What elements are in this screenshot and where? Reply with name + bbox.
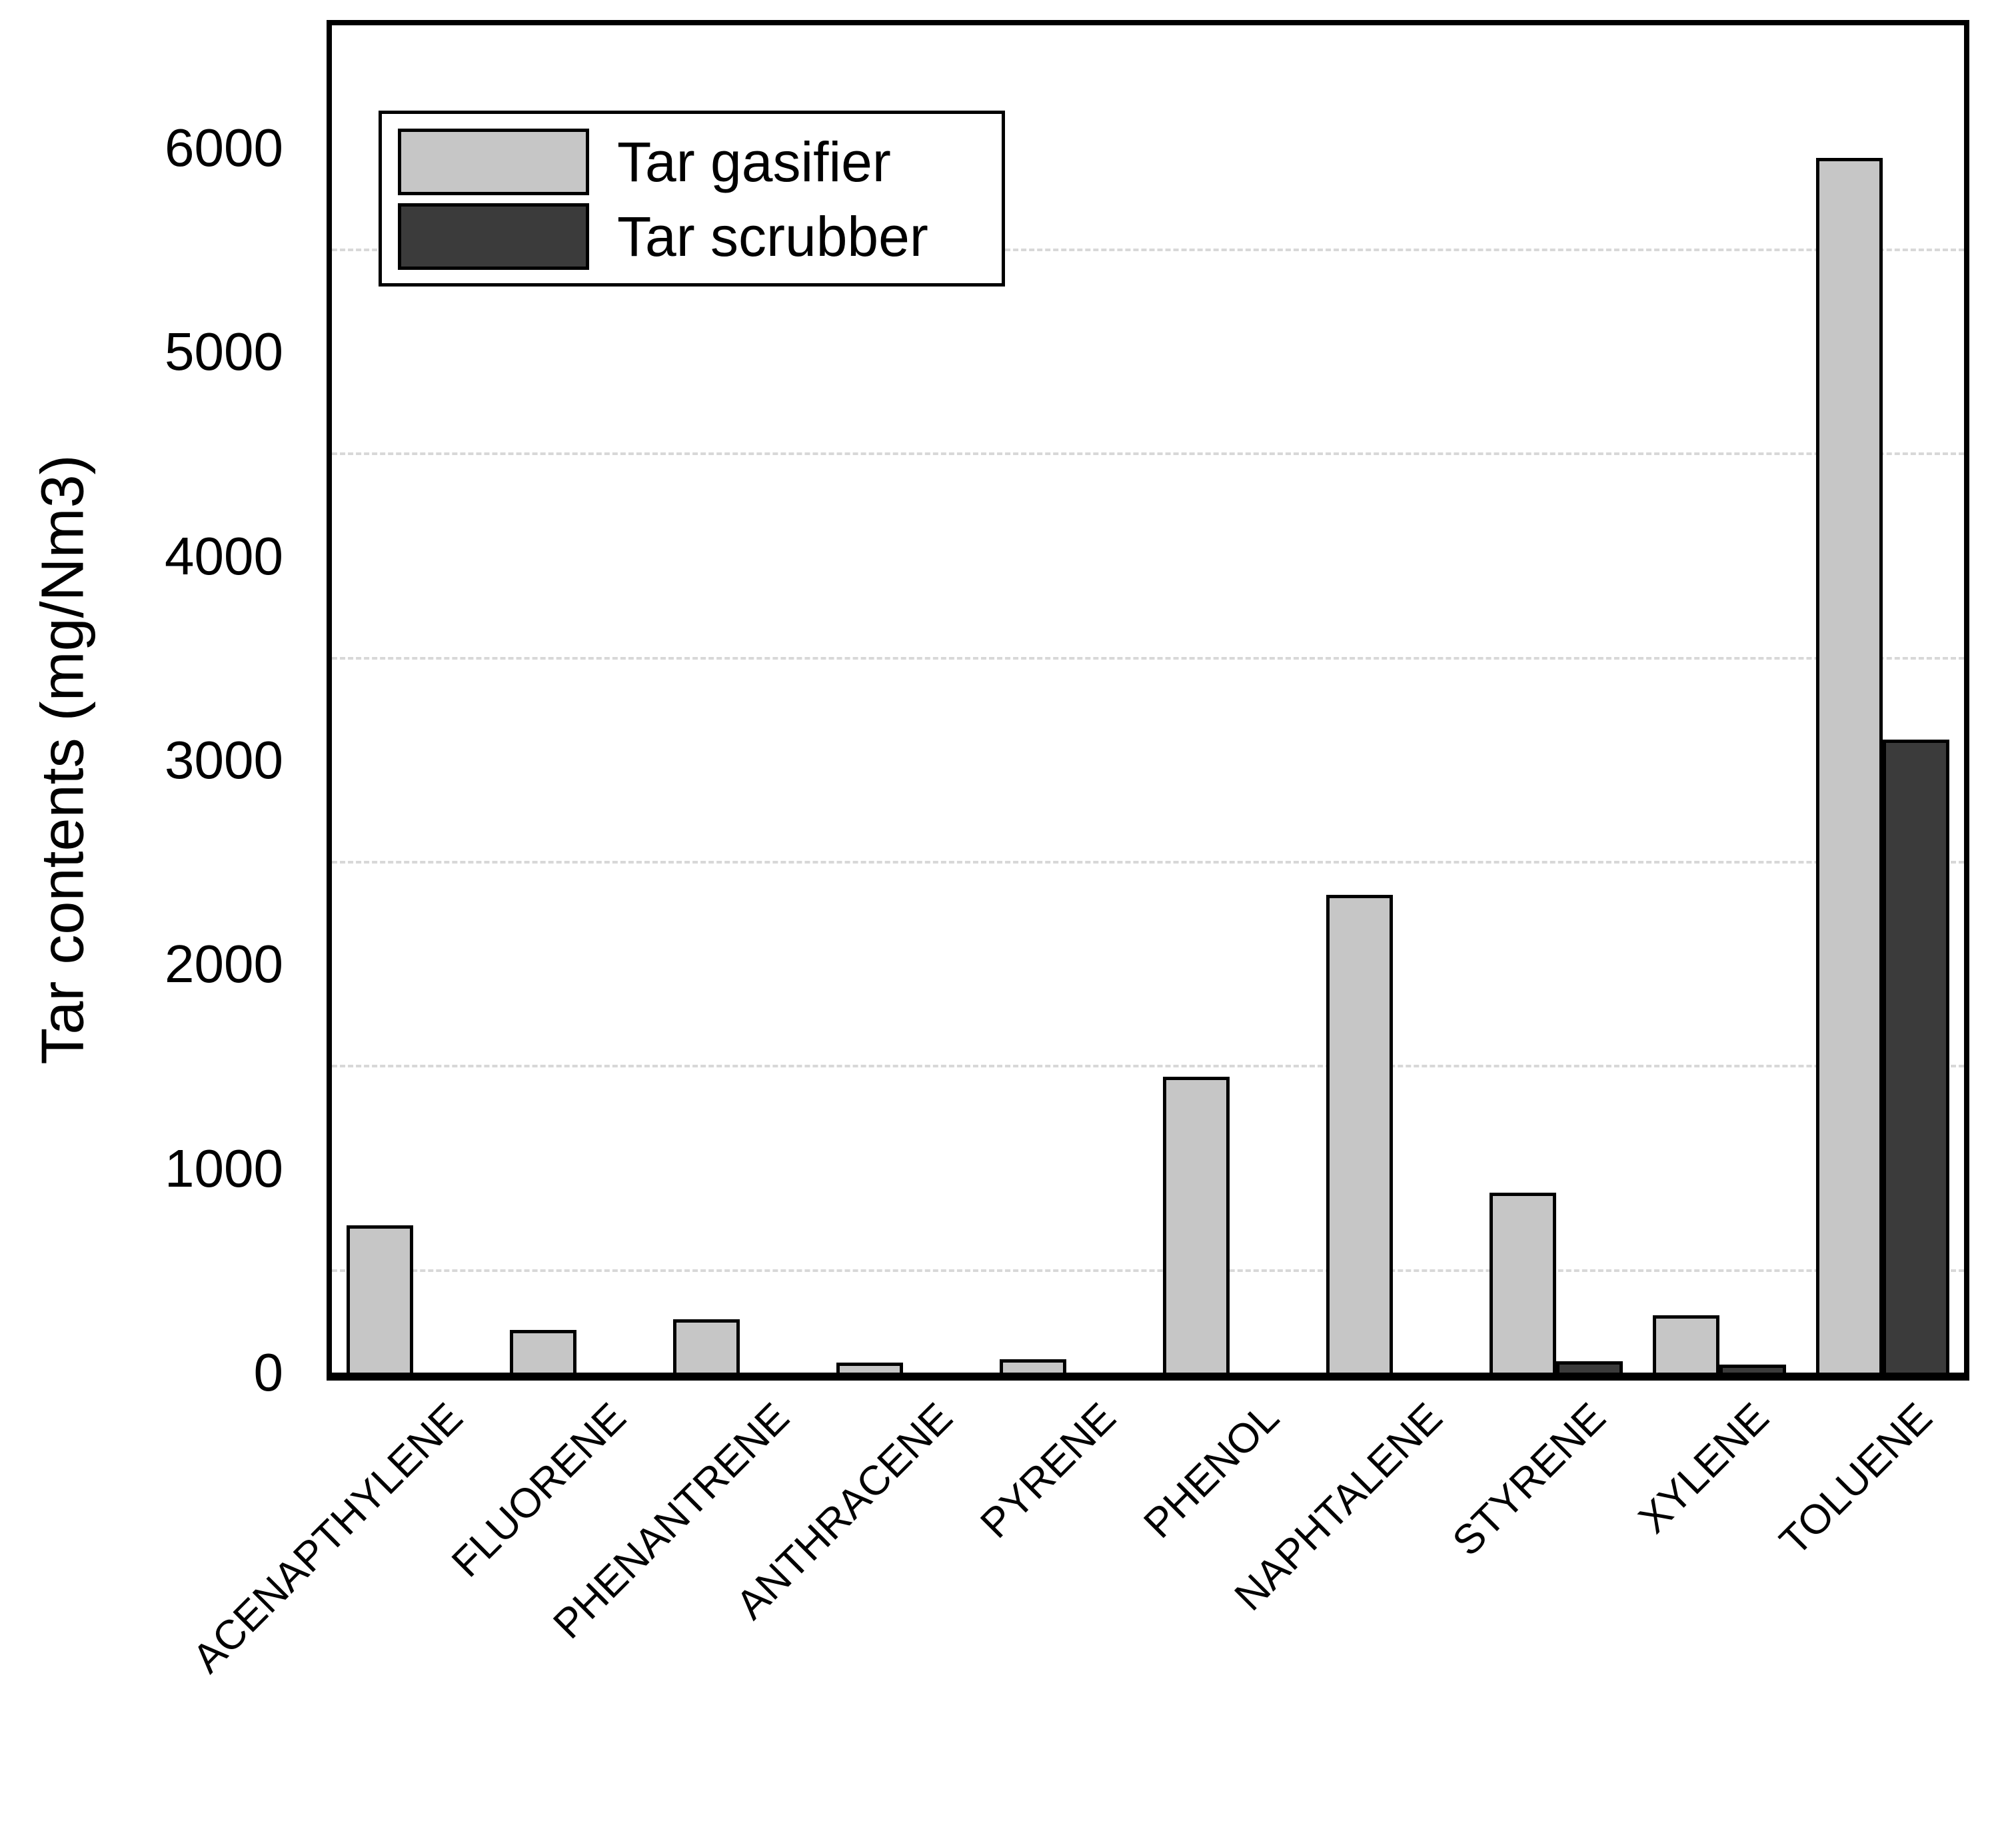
bar-tar-gasifier-xylene xyxy=(1652,1315,1719,1373)
legend: Tar gasifier Tar scrubber xyxy=(379,111,1005,287)
bar-tar-gasifier-phenol xyxy=(1162,1076,1230,1373)
bar-tar-gasifier-anthracene xyxy=(836,1362,904,1373)
y-tick-label-2000: 2000 xyxy=(165,934,283,994)
bar-tar-gasifier-acenapthylene xyxy=(347,1225,414,1373)
x-category-label-pyrene: PYRENE xyxy=(972,1394,1125,1547)
bar-tar-scrubber-styrene xyxy=(1555,1361,1623,1373)
bar-tar-scrubber-toluene xyxy=(1882,740,1949,1373)
gridline-500 xyxy=(332,1269,1964,1272)
legend-swatch-tar-gasifier xyxy=(398,129,589,195)
bar-tar-gasifier-pyrene xyxy=(1000,1359,1067,1373)
x-category-label-acenapthylene: ACENAPTHYLENE xyxy=(184,1394,472,1682)
gridline-2500 xyxy=(332,861,1964,864)
gridline-1500 xyxy=(332,1065,1964,1068)
legend-item-tar-gasifier: Tar gasifier xyxy=(398,125,995,199)
x-category-label-phenol: PHENOL xyxy=(1135,1394,1288,1547)
gridline-3500 xyxy=(332,656,1964,660)
legend-swatch-tar-scrubber xyxy=(398,203,589,270)
legend-label: Tar scrubber xyxy=(617,205,928,268)
y-tick-label-6000: 6000 xyxy=(165,117,283,177)
gridline-4500 xyxy=(332,452,1964,456)
plot-area: Tar gasifier Tar scrubber xyxy=(327,20,1969,1381)
y-tick-label-1000: 1000 xyxy=(165,1138,283,1198)
y-tick-label-0: 0 xyxy=(253,1343,284,1402)
y-tick-label-4000: 4000 xyxy=(165,526,283,586)
x-category-label-styrene: STYRENE xyxy=(1444,1394,1615,1565)
gridline-5500 xyxy=(332,249,1964,251)
bar-tar-gasifier-naphtalene xyxy=(1326,895,1393,1373)
bar-tar-gasifier-toluene xyxy=(1815,158,1883,1373)
bar-tar-scrubber-xylene xyxy=(1719,1364,1786,1373)
legend-label: Tar gasifier xyxy=(617,131,891,193)
y-tick-label-5000: 5000 xyxy=(165,322,283,382)
legend-item-tar-scrubber: Tar scrubber xyxy=(398,199,995,274)
y-tick-label-3000: 3000 xyxy=(165,730,283,790)
bar-tar-gasifier-phenantrene xyxy=(673,1319,740,1373)
x-category-label-xylene: XYLENE xyxy=(1629,1394,1778,1542)
x-category-label-toluene: TOLUENE xyxy=(1770,1394,1941,1564)
bar-tar-gasifier-styrene xyxy=(1489,1193,1556,1373)
bar-tar-gasifier-fluorene xyxy=(510,1329,577,1373)
